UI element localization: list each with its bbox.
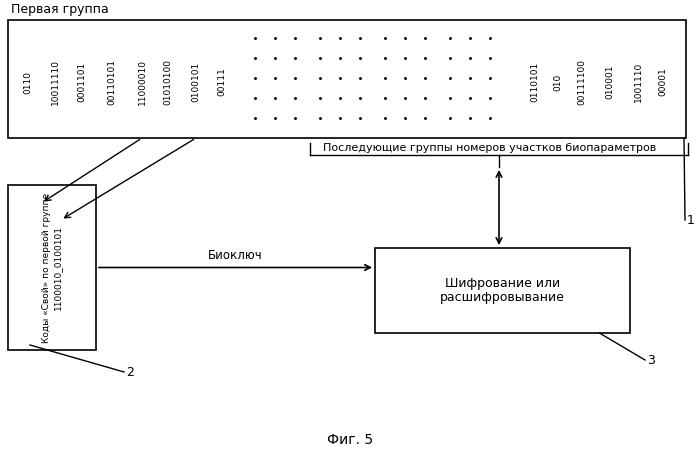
Text: 0100101: 0100101 <box>192 62 201 102</box>
Text: 1: 1 <box>687 213 695 227</box>
Text: 010: 010 <box>554 74 563 91</box>
Text: 00001: 00001 <box>658 68 668 96</box>
Text: 00111: 00111 <box>217 68 226 96</box>
Text: 0110: 0110 <box>24 70 32 94</box>
Text: 00110101: 00110101 <box>108 59 117 105</box>
Text: 3: 3 <box>647 354 655 366</box>
Text: 2: 2 <box>126 365 134 379</box>
Text: 00111100: 00111100 <box>577 59 586 105</box>
Text: 010001: 010001 <box>605 65 614 99</box>
Text: 0001101: 0001101 <box>78 62 87 102</box>
Text: Коды «Свой» по первой группе
1100010_0100101: Коды «Свой» по первой группе 1100010_010… <box>43 192 62 343</box>
Text: Последующие группы номеров участков биопараметров: Последующие группы номеров участков биоп… <box>324 143 656 153</box>
Text: 0110101: 0110101 <box>531 62 540 102</box>
Text: Шифрование или
расшифровывание: Шифрование или расшифровывание <box>440 276 565 305</box>
Text: 11000010: 11000010 <box>138 59 147 105</box>
Text: 01010100: 01010100 <box>164 59 173 105</box>
Bar <box>8 20 686 138</box>
Text: 10011110: 10011110 <box>50 59 59 105</box>
Bar <box>8 185 96 350</box>
Bar <box>375 248 630 333</box>
Text: Первая группа: Первая группа <box>11 3 109 16</box>
Text: Биоключ: Биоключ <box>208 249 263 262</box>
Text: 1001110: 1001110 <box>633 62 642 102</box>
Text: Фиг. 5: Фиг. 5 <box>327 433 373 447</box>
